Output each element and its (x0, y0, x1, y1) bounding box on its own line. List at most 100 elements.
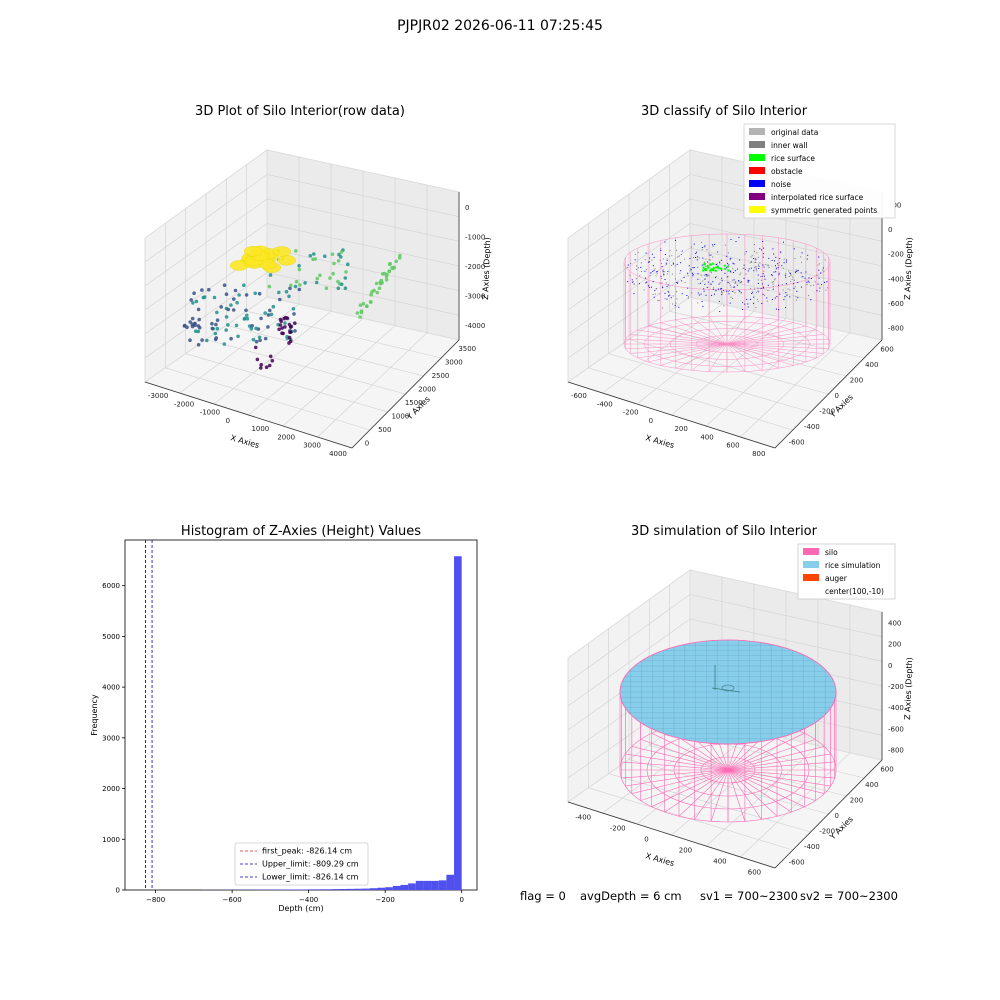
data-point (792, 276, 794, 278)
data-point (215, 310, 219, 315)
z-tick-label: -4000 (465, 322, 485, 330)
data-point (727, 282, 729, 284)
data-point (755, 261, 757, 263)
data-point (207, 287, 211, 292)
z-tick-label: 0 (888, 662, 892, 670)
data-point (662, 269, 664, 271)
data-point (795, 271, 797, 273)
data-point (674, 278, 676, 280)
y-tick-label: 0 (835, 812, 839, 820)
histogram-bar (385, 887, 393, 890)
x-tick-label: 1000 (251, 425, 269, 433)
data-point (298, 283, 302, 287)
data-point (372, 288, 376, 293)
z-tick-label: -1000 (465, 233, 485, 241)
data-point (733, 279, 735, 281)
data-point (651, 253, 653, 255)
data-point (725, 290, 727, 292)
data-point (232, 297, 236, 301)
data-point (708, 274, 710, 276)
data-point (757, 287, 759, 289)
data-point (819, 263, 821, 265)
x-tick-label: 4000 (329, 450, 347, 458)
data-point (648, 285, 649, 287)
histogram-bar (339, 888, 347, 890)
data-point (219, 305, 223, 309)
data-point (785, 276, 787, 278)
data-point (707, 281, 709, 283)
data-point (777, 267, 779, 269)
legend-label: Upper_limit: -809.29 cm (262, 860, 359, 869)
data-point (659, 282, 661, 284)
y-tick-label: 0 (835, 392, 839, 400)
data-point (823, 271, 825, 273)
data-point (662, 307, 664, 309)
data-point (727, 269, 730, 272)
data-point (797, 297, 799, 299)
legend-label: obstacle (771, 167, 803, 176)
silo-floor-line (691, 343, 728, 371)
data-point (662, 285, 664, 287)
data-point (801, 261, 802, 263)
data-point (802, 276, 804, 278)
data-point (210, 321, 214, 326)
silo-floor-line (630, 343, 728, 354)
data-point (701, 247, 703, 248)
panel3-chart: −800 −600 −400 −200 0 0 1000 2000 3000 4000 5000 60… (90, 539, 478, 913)
data-point (771, 299, 773, 300)
x-tick-label: 600 (748, 869, 761, 877)
data-point (249, 327, 254, 331)
data-point (267, 363, 272, 368)
data-point (784, 274, 786, 276)
data-point (695, 251, 697, 253)
data-point (762, 256, 764, 258)
data-point (719, 261, 721, 263)
data-point (663, 273, 665, 275)
data-point (717, 251, 719, 253)
data-point (766, 297, 768, 299)
data-point (377, 286, 382, 291)
histogram-bar (331, 889, 340, 890)
silo-floor-line (660, 343, 728, 366)
data-point (231, 308, 236, 312)
data-point (763, 275, 765, 277)
data-point (717, 265, 719, 267)
data-point (229, 336, 233, 341)
data-point (634, 259, 636, 261)
data-point (661, 266, 663, 268)
histogram-bar (423, 880, 432, 890)
data-point (676, 282, 678, 284)
data-point (705, 266, 707, 268)
data-point (226, 307, 231, 312)
data-point (214, 322, 218, 327)
data-point (781, 284, 783, 285)
data-point (634, 253, 636, 255)
data-point (671, 273, 673, 275)
z-tick-label: 0 (465, 204, 469, 212)
panel4-title: 3D simulation of Silo Interior (631, 524, 817, 539)
data-point (750, 267, 752, 269)
data-point (739, 291, 741, 293)
data-point (666, 258, 668, 260)
data-point (213, 331, 218, 336)
x-tick-label: -200 (610, 825, 626, 833)
data-point (772, 283, 774, 285)
data-point (233, 288, 238, 293)
data-point (667, 290, 669, 292)
data-point (315, 276, 320, 281)
data-point (773, 271, 775, 273)
histogram-bar (408, 883, 416, 890)
data-point (747, 270, 749, 272)
data-point (704, 268, 707, 271)
silo-floor-line (726, 343, 806, 363)
data-point (672, 303, 674, 305)
data-point (800, 256, 802, 258)
data-point (724, 272, 726, 274)
data-point (277, 327, 281, 332)
data-point (646, 281, 648, 283)
data-point (734, 292, 736, 294)
data-point (721, 280, 723, 282)
data-point (706, 249, 708, 251)
data-point (272, 246, 291, 257)
data-point (635, 278, 637, 280)
